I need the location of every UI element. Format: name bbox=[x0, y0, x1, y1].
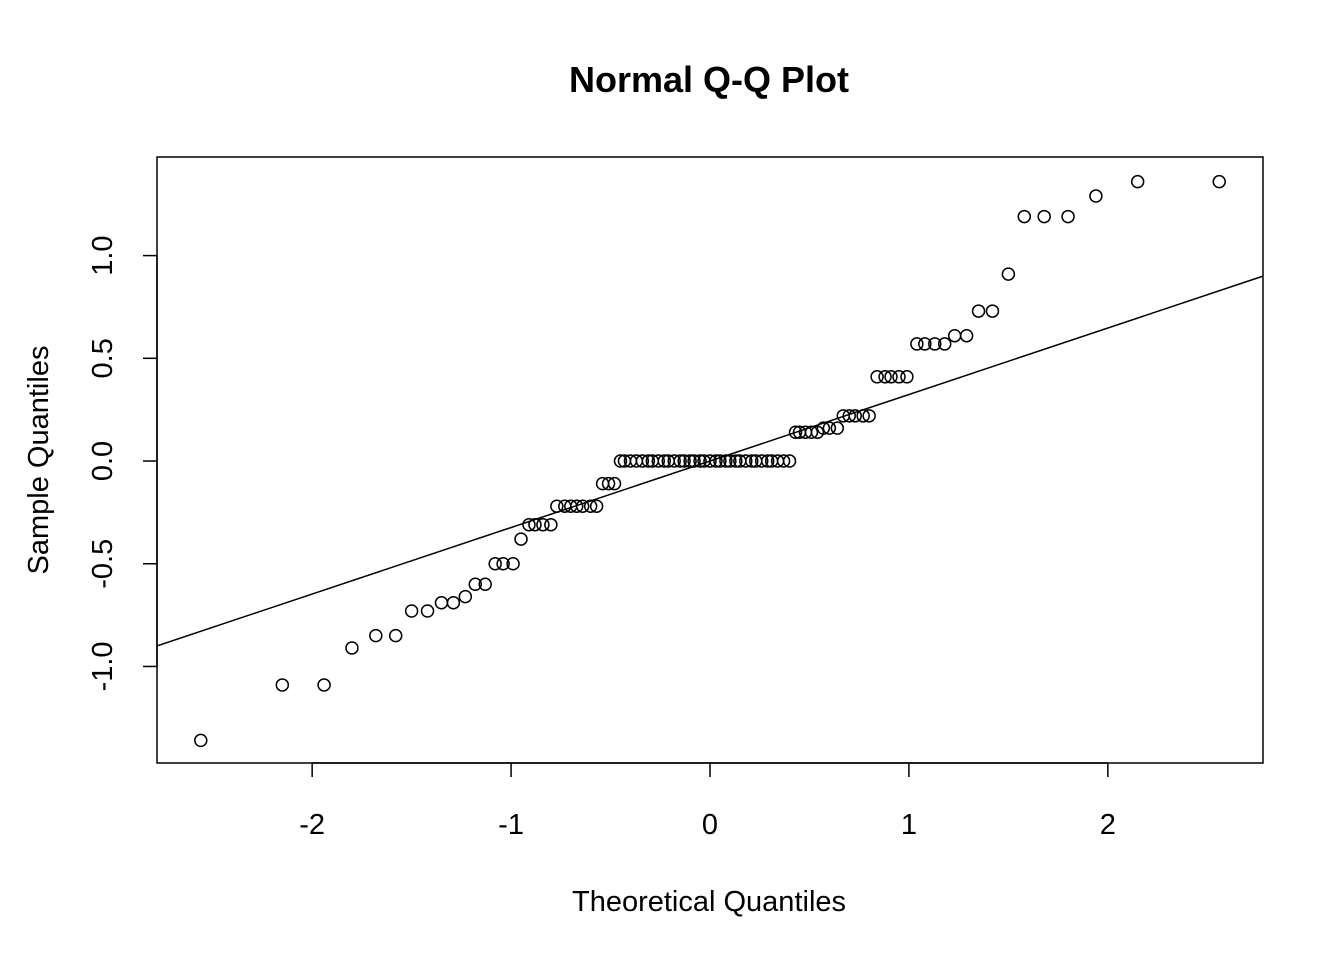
data-point bbox=[673, 454, 687, 468]
data-point bbox=[723, 454, 737, 468]
data-point bbox=[1089, 189, 1103, 203]
data-point bbox=[745, 454, 759, 468]
data-point bbox=[884, 370, 898, 384]
data-point bbox=[651, 454, 666, 468]
data-point bbox=[478, 577, 492, 592]
data-point bbox=[971, 304, 986, 318]
chart-title: Normal Q-Q Plot bbox=[569, 59, 849, 100]
data-point bbox=[544, 517, 558, 532]
data-point bbox=[506, 556, 520, 571]
data-point bbox=[607, 476, 622, 491]
data-point bbox=[488, 556, 502, 571]
data-point bbox=[822, 421, 837, 435]
data-point bbox=[788, 425, 803, 440]
data-point bbox=[589, 499, 604, 513]
data-point bbox=[760, 454, 775, 468]
x-tick-label: -2 bbox=[299, 809, 325, 841]
data-point bbox=[754, 454, 769, 468]
data-point bbox=[1017, 209, 1032, 224]
data-point bbox=[985, 304, 1000, 318]
data-point bbox=[900, 370, 914, 384]
data-point bbox=[683, 454, 697, 468]
data-point bbox=[729, 454, 743, 468]
data-point bbox=[910, 337, 924, 351]
data-point bbox=[862, 409, 876, 423]
data-point bbox=[703, 454, 717, 468]
data-point bbox=[739, 454, 753, 468]
y-axis-label: Sample Quantiles bbox=[23, 346, 55, 575]
data-point bbox=[550, 499, 564, 513]
data-point bbox=[446, 596, 461, 610]
data-point bbox=[583, 499, 598, 513]
data-point bbox=[719, 454, 733, 468]
data-point bbox=[434, 596, 449, 610]
data-point bbox=[693, 454, 707, 468]
data-point bbox=[601, 476, 616, 491]
data-point bbox=[804, 425, 819, 440]
data-point bbox=[388, 628, 403, 643]
x-tick-label: -1 bbox=[498, 809, 524, 841]
data-point bbox=[635, 454, 650, 468]
data-point bbox=[709, 454, 723, 468]
data-point bbox=[317, 678, 331, 692]
data-point bbox=[816, 421, 831, 435]
data-point bbox=[842, 409, 856, 423]
data-point bbox=[1212, 174, 1226, 189]
data-point bbox=[575, 499, 590, 513]
data-point bbox=[1061, 209, 1075, 224]
y-tick-label: 0.0 bbox=[87, 441, 119, 481]
x-tick-label: 1 bbox=[901, 809, 917, 841]
data-point bbox=[468, 577, 483, 592]
data-point bbox=[536, 517, 550, 532]
data-point bbox=[496, 556, 510, 571]
data-point bbox=[613, 454, 628, 468]
data-point bbox=[848, 409, 862, 423]
data-point bbox=[687, 454, 701, 468]
data-point bbox=[641, 454, 656, 468]
data-point bbox=[776, 454, 791, 468]
y-tick-label: 1.0 bbox=[87, 235, 119, 275]
data-point bbox=[878, 370, 892, 384]
data-point bbox=[569, 499, 584, 513]
data-point bbox=[782, 454, 797, 468]
data-point bbox=[892, 370, 906, 384]
plot-area: -2 -1 0 1 2 -1.0 -0.5 0.0 0.5 1.0 bbox=[87, 156, 1264, 841]
data-point bbox=[856, 409, 870, 423]
data-point bbox=[194, 733, 208, 748]
data-point bbox=[870, 370, 884, 384]
data-point bbox=[928, 337, 942, 351]
data-point bbox=[959, 328, 974, 343]
data-point bbox=[458, 589, 473, 604]
x-tick-label: 0 bbox=[702, 809, 718, 841]
data-point bbox=[830, 421, 845, 435]
data-point bbox=[404, 604, 419, 618]
data-point bbox=[1130, 174, 1145, 189]
data-point bbox=[1001, 267, 1016, 281]
data-point bbox=[514, 532, 528, 546]
data-point bbox=[918, 337, 932, 351]
data-point bbox=[528, 517, 542, 532]
data-point bbox=[657, 454, 671, 468]
x-tick-label: 2 bbox=[1100, 809, 1116, 841]
data-point bbox=[667, 454, 681, 468]
data-point bbox=[713, 454, 727, 468]
data-point bbox=[1037, 209, 1051, 224]
data-point bbox=[522, 517, 536, 532]
data-point bbox=[420, 604, 435, 618]
y-tick-label: -0.5 bbox=[87, 539, 119, 589]
y-tick-label: -1.0 bbox=[87, 641, 119, 691]
data-point bbox=[937, 337, 952, 351]
data-point bbox=[345, 641, 359, 655]
data-point bbox=[275, 678, 290, 692]
x-axis-label: Theoretical Quantiles bbox=[572, 886, 846, 918]
data-point bbox=[677, 454, 691, 468]
y-tick-label: 0.5 bbox=[87, 338, 119, 378]
data-point bbox=[947, 328, 962, 343]
data-point bbox=[369, 628, 383, 643]
